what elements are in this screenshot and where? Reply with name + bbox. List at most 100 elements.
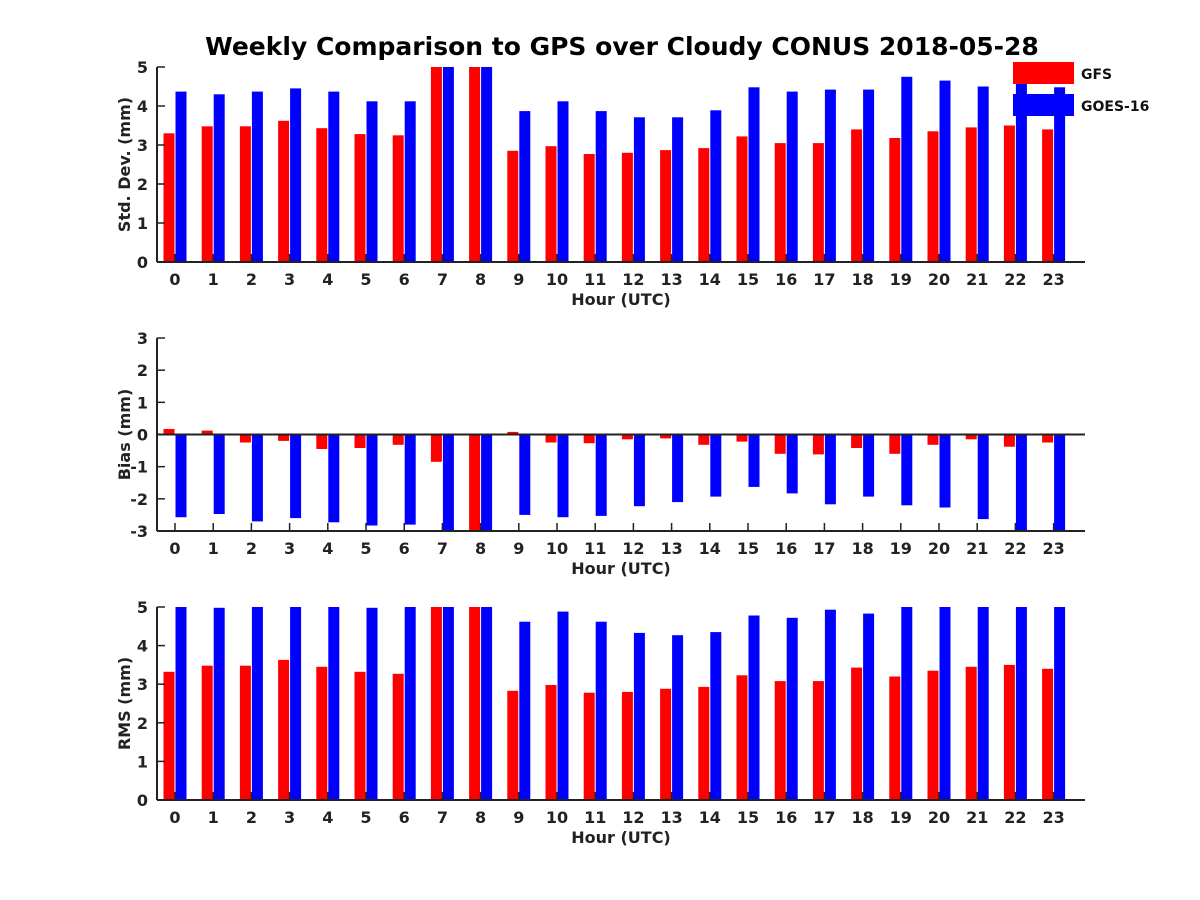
- x-tick-label: 7: [437, 270, 448, 289]
- bar-gfs-hour-2: [239, 126, 251, 262]
- bar-gfs-hour-9: [507, 690, 519, 800]
- bar-goes-16-hour-3: [290, 607, 302, 800]
- x-tick-label: 6: [399, 808, 410, 827]
- x-tick-label: 8: [475, 539, 486, 558]
- x-tick-label: 0: [169, 539, 180, 558]
- x-tick-label: 0: [169, 808, 180, 827]
- x-tick-label: 14: [699, 808, 721, 827]
- x-tick-label: 18: [851, 539, 873, 558]
- y-tick-label: 0: [137, 426, 148, 445]
- bar-goes-16-hour-22: [1015, 82, 1027, 262]
- bar-gfs-hour-7: [430, 434, 442, 462]
- y-tick-label: 2: [137, 361, 148, 380]
- bar-gfs-hour-2: [239, 434, 251, 443]
- bar-goes-16-hour-10: [557, 434, 569, 518]
- bar-goes-16-hour-20: [939, 607, 951, 800]
- bar-goes-16-hour-17: [824, 609, 836, 800]
- bar-gfs-hour-7: [430, 607, 442, 800]
- x-tick-label: 15: [737, 270, 759, 289]
- bar-gfs-hour-7: [430, 67, 442, 262]
- bar-gfs-hour-1: [201, 430, 213, 435]
- bar-goes-16-hour-23: [1054, 434, 1066, 531]
- y-tick-label: 4: [137, 97, 148, 116]
- bar-goes-16-hour-11: [595, 434, 607, 516]
- bar-gfs-hour-11: [583, 692, 595, 800]
- bar-gfs-hour-6: [392, 135, 404, 263]
- bar-gfs-hour-6: [392, 673, 404, 800]
- x-axis-label: Hour (UTC): [571, 559, 671, 578]
- bar-goes-16-hour-19: [901, 607, 913, 800]
- x-tick-label: 13: [660, 808, 682, 827]
- bar-gfs-hour-15: [736, 675, 748, 800]
- x-tick-label: 17: [813, 808, 835, 827]
- x-tick-label: 10: [546, 808, 568, 827]
- bar-goes-16-hour-1: [213, 607, 225, 800]
- bar-gfs-hour-18: [851, 129, 863, 262]
- bar-gfs-hour-21: [965, 127, 977, 263]
- x-tick-label: 18: [851, 270, 873, 289]
- x-tick-label: 2: [246, 270, 257, 289]
- x-tick-label: 11: [584, 539, 606, 558]
- y-tick-label: 4: [137, 637, 148, 656]
- bar-gfs-hour-11: [583, 154, 595, 262]
- bar-gfs-hour-23: [1042, 129, 1054, 262]
- y-tick-label: 1: [137, 752, 148, 771]
- x-tick-label: 3: [284, 539, 295, 558]
- x-tick-label: 2: [246, 539, 257, 558]
- bar-gfs-hour-8: [469, 67, 481, 262]
- x-tick-label: 19: [890, 539, 912, 558]
- bar-gfs-hour-3: [278, 659, 290, 800]
- x-tick-label: 1: [208, 808, 219, 827]
- bar-gfs-hour-15: [736, 136, 748, 262]
- x-tick-label: 17: [813, 539, 835, 558]
- x-tick-label: 6: [399, 539, 410, 558]
- x-tick-label: 10: [546, 270, 568, 289]
- x-tick-label: 20: [928, 270, 950, 289]
- bar-goes-16-hour-13: [672, 117, 684, 262]
- bar-goes-16-hour-18: [863, 613, 875, 800]
- y-tick-label: -1: [130, 458, 148, 477]
- bar-goes-16-hour-4: [328, 607, 340, 800]
- bar-goes-16-hour-16: [786, 434, 798, 494]
- bar-goes-16-hour-0: [175, 607, 187, 800]
- y-tick-label: -2: [130, 490, 148, 509]
- bar-gfs-hour-4: [316, 128, 328, 262]
- bar-goes-16-hour-8: [481, 434, 493, 531]
- bar-gfs-hour-14: [698, 686, 710, 800]
- bar-gfs-hour-0: [163, 429, 175, 435]
- bar-gfs-hour-8: [469, 607, 481, 800]
- y-tick-label: 0: [137, 791, 148, 810]
- bar-gfs-hour-6: [392, 434, 404, 445]
- bar-gfs-hour-20: [927, 131, 939, 262]
- x-tick-label: 4: [322, 808, 333, 827]
- bar-goes-16-hour-9: [519, 621, 531, 800]
- x-tick-label: 14: [699, 539, 721, 558]
- y-tick-label: 2: [137, 714, 148, 733]
- x-tick-label: 15: [737, 539, 759, 558]
- bar-goes-16-hour-12: [633, 117, 645, 262]
- bar-gfs-hour-14: [698, 148, 710, 262]
- bar-goes-16-hour-22: [1015, 607, 1027, 800]
- bar-goes-16-hour-15: [748, 434, 760, 487]
- bar-goes-16-hour-17: [824, 89, 836, 262]
- bar-gfs-hour-21: [965, 666, 977, 800]
- bar-gfs-hour-19: [889, 434, 901, 454]
- bar-goes-16-hour-18: [863, 434, 875, 497]
- x-tick-label: 9: [513, 808, 524, 827]
- x-tick-label: 3: [284, 270, 295, 289]
- x-tick-label: 15: [737, 808, 759, 827]
- y-tick-label: 5: [137, 598, 148, 617]
- y-tick-label: 3: [137, 329, 148, 348]
- y-tick-label: 1: [137, 214, 148, 233]
- x-tick-label: 2: [246, 808, 257, 827]
- bar-goes-16-hour-19: [901, 434, 913, 506]
- x-tick-label: 23: [1042, 808, 1064, 827]
- bar-goes-16-hour-14: [710, 434, 722, 497]
- bar-gfs-hour-10: [545, 146, 557, 262]
- bar-gfs-hour-10: [545, 434, 557, 443]
- x-tick-label: 11: [584, 270, 606, 289]
- bar-gfs-hour-5: [354, 134, 366, 262]
- bar-gfs-hour-10: [545, 685, 557, 800]
- bar-gfs-hour-3: [278, 434, 290, 441]
